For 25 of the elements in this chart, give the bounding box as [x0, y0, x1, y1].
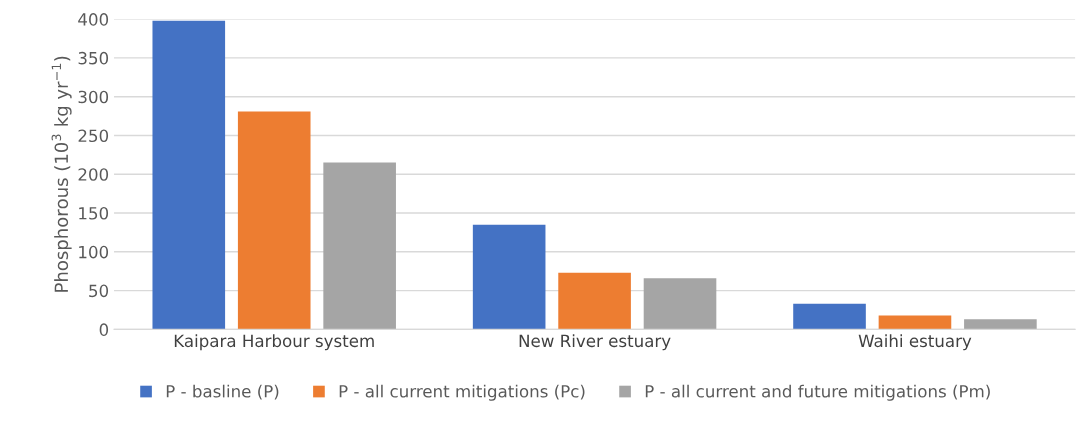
- x-tick-label: New River estuary: [519, 334, 671, 351]
- bar: [878, 315, 952, 330]
- legend-label: P - all current mitigations (Pc): [339, 384, 585, 401]
- y-tick-label: 250: [78, 129, 109, 143]
- bar: [323, 162, 396, 330]
- y-axis-title: Phosphorous (10$^{3}$ kg yr$^{−1}$): [51, 56, 72, 292]
- y-tick-label: 350: [78, 51, 109, 65]
- y-tick-label: 0: [99, 323, 109, 336]
- legend-label: P - all current and future mitigations (Pm): [645, 384, 990, 401]
- y-tick-label: 50: [89, 284, 109, 298]
- y-tick-label: 200: [78, 168, 109, 181]
- legend-label: P - basline (P): [166, 384, 279, 400]
- y-tick-label: 400: [78, 13, 109, 26]
- bar: [558, 272, 631, 330]
- bar: [964, 319, 1037, 330]
- bar: [472, 224, 546, 330]
- y-tick-label: 100: [79, 245, 109, 259]
- y-tick-label: 300: [78, 90, 109, 104]
- bar: [793, 303, 866, 330]
- bar: [152, 20, 226, 330]
- bar: [643, 278, 717, 330]
- x-tick-label: Waihi estuary: [858, 334, 972, 351]
- bar: [237, 111, 311, 330]
- x-tick-label: Kaipara Harbour system: [174, 334, 374, 351]
- y-tick-label: 150: [79, 206, 109, 220]
